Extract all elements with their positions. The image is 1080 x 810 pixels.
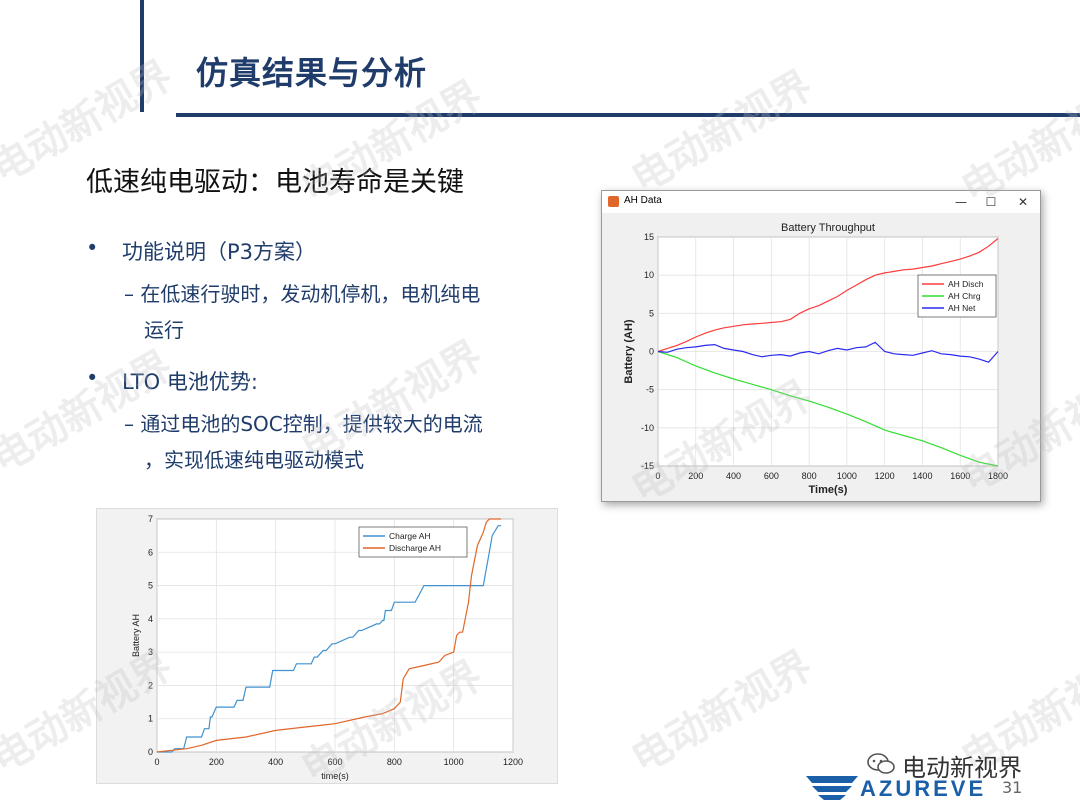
x-axis-label: Time(s) bbox=[809, 484, 848, 496]
sub-bullet-line: ，实现低速纯电驱动模式 bbox=[144, 448, 364, 472]
brand-name: 电动新视界 bbox=[902, 754, 1022, 782]
legend-box bbox=[917, 274, 997, 318]
y-tick-label: 15 bbox=[644, 232, 654, 242]
y-tick-label: 1 bbox=[148, 714, 153, 724]
sub-bullet-line: 运行 bbox=[144, 318, 184, 342]
sub-bullet-function: – 在低速行驶时，发动机停机，电机纯电 运行 bbox=[124, 276, 480, 348]
x-tick-label: 1000 bbox=[837, 471, 857, 481]
series-line-ah-chrg bbox=[657, 350, 999, 467]
x-tick-label: 200 bbox=[209, 757, 224, 767]
sub-bullet-line: – 在低速行驶时，发动机停机，电机纯电 bbox=[124, 282, 481, 306]
y-tick-label: 0 bbox=[649, 347, 654, 357]
title-accent-bar bbox=[140, 0, 144, 112]
legend-label: AH Chrg bbox=[948, 291, 981, 301]
window-title: AH Data bbox=[624, 195, 662, 206]
legend-box bbox=[358, 526, 468, 558]
close-icon[interactable]: ✕ bbox=[1017, 195, 1029, 209]
bullet-text: 功能说明（P3方案） bbox=[122, 240, 317, 264]
slide-subtitle: 低速纯电驱动：电池寿命是关键 bbox=[86, 167, 464, 198]
series-line-ah-net bbox=[657, 341, 999, 363]
legend-label: AH Disch bbox=[948, 279, 984, 289]
matlab-icon bbox=[608, 196, 619, 207]
x-tick-label: 600 bbox=[327, 757, 342, 767]
x-tick-label: 1200 bbox=[875, 471, 895, 481]
legend-label: AH Net bbox=[948, 303, 976, 313]
y-tick-label: 4 bbox=[148, 614, 153, 624]
azureve-logo-text: AZUREVE bbox=[860, 776, 987, 801]
x-tick-label: 200 bbox=[688, 471, 703, 481]
maximize-icon[interactable]: ☐ bbox=[985, 195, 997, 209]
figure-canvas: 0 200 400 600 800 1000 1200 1400 1600 1800 15 10 5 0-… bbox=[602, 213, 1042, 503]
y-tick-label: 3 bbox=[148, 647, 153, 657]
minimize-icon[interactable]: — bbox=[955, 195, 967, 209]
x-tick-label: 1800 bbox=[988, 471, 1008, 481]
x-tick-label: 1400 bbox=[912, 471, 932, 481]
x-tick-label: 400 bbox=[268, 757, 283, 767]
x-tick-label: 600 bbox=[764, 471, 779, 481]
sub-bullet-line: – 通过电池的SOC控制，提供较大的电流 bbox=[124, 412, 483, 436]
series-line-ah-disch bbox=[657, 238, 999, 353]
y-tick-label: 6 bbox=[148, 547, 153, 557]
battery-ah-chart: 0 200 400 600 800 1000 1200 0 1 2 3 4 5 6 7 time(s) Batt… bbox=[131, 514, 523, 781]
azureve-logo-icon bbox=[806, 776, 858, 800]
x-axis-label: time(s) bbox=[321, 771, 349, 781]
title-underline bbox=[176, 113, 1080, 117]
watermark: 电动新视界 bbox=[623, 62, 821, 203]
y-tick-label: 5 bbox=[148, 581, 153, 591]
x-tick-label: 0 bbox=[154, 757, 159, 767]
ah-data-window[interactable]: AH Data — ☐ ✕ 0 200 400 600 800 1000 1200 1400 1… bbox=[601, 190, 1041, 502]
battery-throughput-chart: 0 200 400 600 800 1000 1200 1400 1600 1800151050-… bbox=[623, 222, 1008, 496]
y-tick-label: -5 bbox=[646, 385, 654, 395]
bullet-text: LTO 电池优势: bbox=[122, 370, 258, 394]
y-axis-label: Battery AH bbox=[131, 614, 141, 657]
y-axis-label: Battery (AH) bbox=[623, 319, 635, 384]
y-tick-label: 7 bbox=[148, 514, 153, 524]
y-tick-label: -10 bbox=[641, 423, 654, 433]
x-tick-label: 1000 bbox=[444, 757, 464, 767]
wechat-icon bbox=[867, 753, 895, 774]
chart-title: Battery Throughput bbox=[781, 222, 875, 234]
x-tick-label: 0 bbox=[655, 471, 660, 481]
x-tick-label: 800 bbox=[387, 757, 402, 767]
y-tick-label: 0 bbox=[148, 747, 153, 757]
watermark: 电动新视界 bbox=[623, 642, 821, 783]
x-tick-label: 1200 bbox=[503, 757, 523, 767]
bullet-dot-icon: • bbox=[86, 236, 99, 260]
x-tick-label: 800 bbox=[802, 471, 817, 481]
series-line-discharge-ah bbox=[156, 518, 502, 753]
bullet-dot-icon: • bbox=[86, 366, 99, 390]
sub-bullet-lto: – 通过电池的SOC控制，提供较大的电流 ，实现低速纯电驱动模式 bbox=[124, 406, 483, 478]
y-tick-label: 10 bbox=[644, 270, 654, 280]
x-tick-label: 1600 bbox=[950, 471, 970, 481]
window-titlebar[interactable]: AH Data — ☐ ✕ bbox=[602, 191, 1040, 213]
battery-ah-figure: 0 200 400 600 800 1000 1200 0 1 2 3 4 5 6 7 time(s) Batt… bbox=[96, 508, 558, 784]
legend-label: Charge AH bbox=[389, 531, 431, 541]
x-tick-label: 400 bbox=[726, 471, 741, 481]
y-tick-label: 2 bbox=[148, 680, 153, 690]
legend-label: Discharge AH bbox=[389, 543, 441, 553]
page-title: 仿真结果与分析 bbox=[196, 54, 428, 92]
y-tick-label: -15 bbox=[641, 461, 654, 471]
series-line-charge-ah bbox=[157, 525, 502, 753]
y-tick-label: 5 bbox=[649, 308, 654, 318]
page-number: 31 bbox=[1002, 778, 1023, 797]
